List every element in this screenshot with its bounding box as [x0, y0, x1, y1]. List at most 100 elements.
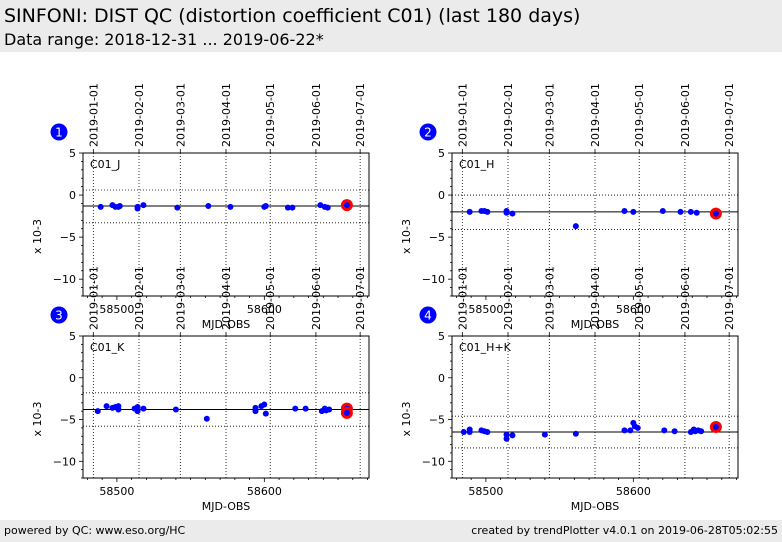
y-tick-label: 0 — [69, 372, 76, 385]
x-tick-label: 58500 — [99, 303, 134, 316]
panel-label: C01_H+K — [459, 341, 512, 354]
y-tick-label: −5 — [60, 414, 76, 427]
data-point — [284, 204, 291, 211]
top-date-label: 2019-02-01 — [133, 266, 146, 330]
x-tick-label: 58500 — [99, 485, 134, 498]
data-point — [227, 203, 234, 210]
data-point — [174, 204, 181, 211]
data-point — [693, 209, 700, 216]
x-tick-label: 58500 — [468, 485, 503, 498]
data-point — [621, 208, 628, 215]
data-point — [627, 427, 634, 434]
top-date-label: 2019-06-01 — [679, 266, 692, 330]
y-tick-label: 5 — [69, 330, 76, 343]
panel-number-badge — [50, 306, 68, 324]
data-point — [503, 209, 510, 216]
top-date-label: 2019-05-01 — [264, 83, 277, 147]
data-point — [261, 401, 268, 408]
x-axis-label: MJD-OBS — [571, 500, 619, 513]
data-point — [140, 202, 147, 209]
data-point — [103, 403, 110, 410]
top-date-label: 2019-06-01 — [310, 83, 323, 147]
top-date-label: 2019-07-01 — [354, 266, 367, 330]
y-tick-label: −10 — [422, 455, 445, 468]
y-tick-label: 0 — [438, 372, 445, 385]
y-tick-label: −10 — [53, 273, 76, 286]
x-tick-label: 58500 — [468, 303, 503, 316]
panel-number-text: 3 — [55, 309, 63, 323]
x-tick-label: 58600 — [616, 303, 651, 316]
panel-number-text: 1 — [55, 126, 63, 140]
latest-data-point — [712, 424, 719, 431]
data-point — [115, 406, 122, 413]
y-axis-label: x 10-3 — [31, 219, 44, 254]
data-point — [572, 430, 579, 437]
top-date-label: 2019-04-01 — [220, 266, 233, 330]
y-axis-label: x 10-3 — [31, 402, 44, 437]
y-tick-label: 0 — [69, 189, 76, 202]
data-point — [634, 424, 641, 431]
data-range-subtitle: Data range: 2018-12-31 ... 2019-06-22* — [4, 30, 324, 49]
chart-panel-2: 2019-01-01 2019-02-01 2019-03-01 2019-04-01… — [400, 83, 739, 331]
y-tick-label: −10 — [422, 273, 445, 286]
y-tick-label: −5 — [60, 231, 76, 244]
top-date-label: 2019-02-01 — [133, 83, 146, 147]
top-date-label: 2019-06-01 — [679, 83, 692, 147]
x-axis-label: MJD-OBS — [202, 318, 250, 331]
data-point — [541, 431, 548, 438]
data-point — [97, 203, 104, 210]
data-point — [134, 408, 141, 415]
x-axis-label: MJD-OBS — [202, 500, 250, 513]
page-title: SINFONI: DIST QC (distortion coefficient… — [4, 5, 581, 27]
data-point — [203, 415, 210, 422]
footer-created-by: created by trendPlotter v4.0.1 on 2019-0… — [471, 524, 778, 537]
panel-number-badge — [419, 123, 437, 141]
data-point — [687, 208, 694, 215]
data-point — [302, 405, 309, 412]
chart-panel-1: 2019-01-01 2019-02-01 2019-03-01 2019-04-01… — [31, 83, 370, 331]
data-point — [252, 408, 259, 415]
top-date-label: 2019-04-01 — [589, 83, 602, 147]
top-date-label: 2019-05-01 — [264, 266, 277, 330]
footer-powered-by: powered by QC: www.eso.org/HC — [4, 524, 186, 537]
data-point — [677, 208, 684, 215]
data-point — [116, 202, 123, 209]
y-tick-label: 5 — [69, 147, 76, 160]
data-point — [630, 208, 637, 215]
data-point — [326, 406, 333, 413]
chart-panel-4: 2019-01-01 2019-02-01 2019-03-01 2019-04-01… — [400, 266, 739, 513]
panel-label: C01_K — [90, 341, 125, 354]
top-date-label: 2019-03-01 — [543, 266, 556, 330]
data-point — [134, 205, 141, 212]
plot-frame — [82, 152, 370, 297]
panel-label: C01_J — [90, 158, 120, 171]
data-point — [324, 204, 331, 211]
panel-number-badge — [419, 306, 437, 324]
top-date-label: 2019-03-01 — [174, 83, 187, 147]
panel-number-text: 2 — [424, 126, 432, 140]
plot-frame — [451, 335, 739, 479]
data-point — [621, 427, 628, 434]
data-point — [484, 429, 491, 436]
x-axis-label: MJD-OBS — [571, 318, 619, 331]
panel-number-badge — [50, 123, 68, 141]
x-tick-label: 58600 — [616, 485, 651, 498]
top-date-label: 2019-01-01 — [87, 83, 100, 147]
y-tick-label: −5 — [429, 231, 445, 244]
top-date-label: 2019-06-01 — [310, 266, 323, 330]
y-tick-label: −5 — [429, 414, 445, 427]
plot-frame — [82, 335, 370, 479]
y-tick-label: −10 — [53, 455, 76, 468]
y-tick-label: 0 — [438, 189, 445, 202]
data-point — [172, 406, 179, 413]
top-date-label: 2019-04-01 — [220, 83, 233, 147]
top-date-label: 2019-02-01 — [502, 266, 515, 330]
top-date-label: 2019-05-01 — [633, 266, 646, 330]
top-date-label: 2019-03-01 — [174, 266, 187, 330]
data-point — [661, 427, 668, 434]
top-date-label: 2019-01-01 — [456, 83, 469, 147]
data-point — [466, 208, 473, 215]
top-date-label: 2019-05-01 — [633, 83, 646, 147]
top-date-label: 2019-02-01 — [502, 83, 515, 147]
